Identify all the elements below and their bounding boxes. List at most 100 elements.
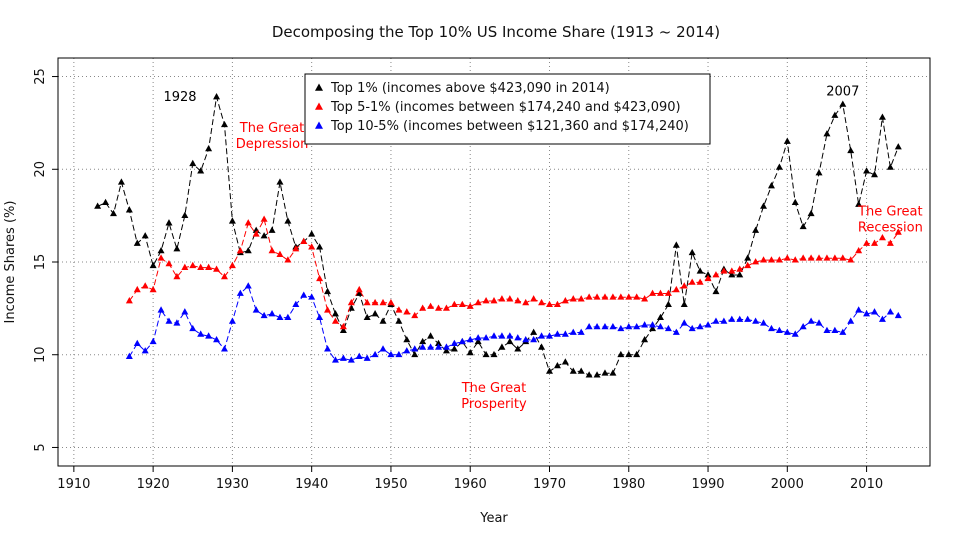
data-point: [815, 319, 823, 326]
data-point: [625, 350, 633, 358]
data-point: [165, 317, 173, 324]
data-point: [696, 323, 704, 330]
data-point: [435, 339, 443, 346]
data-point: [427, 343, 435, 350]
data-point: [688, 324, 696, 332]
data-point: [545, 300, 553, 308]
y-axis: 5 10 15 20 25: [33, 68, 58, 452]
legend-marker: [315, 83, 323, 91]
data-point: [458, 337, 466, 345]
data-point: [656, 323, 664, 330]
data-point: [815, 169, 823, 176]
data-point: [553, 300, 561, 308]
data-point: [886, 239, 894, 246]
data-point: [609, 369, 617, 376]
data-point: [284, 313, 292, 321]
data-point: [744, 261, 752, 269]
data-point: [149, 285, 157, 293]
data-point: [569, 367, 577, 374]
data-point: [831, 326, 839, 334]
data-point: [680, 300, 688, 308]
data-point: [276, 313, 284, 321]
data-point: [228, 217, 236, 224]
data-point: [767, 324, 775, 332]
data-point: [577, 328, 585, 335]
data-point: [141, 347, 149, 354]
data-point: [308, 230, 316, 237]
data-point: [316, 274, 324, 282]
data-point: [601, 293, 609, 300]
data-point: [331, 317, 339, 324]
data-point: [197, 263, 205, 270]
data-point: [553, 330, 561, 337]
data-point: [649, 324, 657, 332]
data-point: [490, 350, 498, 358]
data-point: [427, 302, 435, 309]
series-1: [94, 93, 902, 378]
data-point: [331, 310, 339, 317]
data-point: [593, 371, 601, 378]
data-point: [823, 130, 831, 137]
data-point: [538, 343, 546, 350]
data-point: [450, 300, 458, 308]
data-point: [331, 356, 339, 363]
data-point: [395, 306, 403, 313]
data-point: [871, 308, 879, 315]
data-point: [585, 293, 593, 300]
data-point: [260, 232, 268, 239]
data-point: [878, 113, 886, 120]
data-point: [498, 295, 506, 302]
data-point: [466, 335, 474, 343]
legend-marker: [315, 102, 323, 110]
data-point: [220, 272, 228, 280]
data-point: [371, 298, 379, 306]
data-point: [712, 271, 720, 278]
data-point: [704, 271, 712, 278]
data-point: [165, 259, 173, 267]
data-point: [617, 350, 625, 358]
data-point: [157, 246, 165, 254]
data-point: [395, 350, 403, 358]
data-point: [886, 308, 894, 315]
data-point: [419, 337, 427, 345]
data-point: [379, 298, 387, 306]
data-point: [530, 335, 538, 343]
data-point: [514, 297, 522, 304]
data-point: [680, 319, 688, 326]
data-point: [791, 198, 799, 206]
data-point: [545, 367, 553, 374]
data-point: [752, 317, 760, 324]
data-point: [324, 306, 332, 313]
data-point: [205, 144, 213, 152]
data-point: [506, 332, 514, 339]
data-point: [284, 217, 292, 224]
data-point: [268, 246, 276, 254]
data-point: [403, 308, 411, 315]
data-point: [664, 289, 672, 296]
data-point: [355, 352, 363, 359]
y-tick-label: 5: [33, 443, 48, 451]
data-point: [498, 332, 506, 339]
data-point: [894, 311, 902, 319]
data-point: [173, 272, 181, 280]
data-point: [308, 293, 316, 300]
legend: Top 1% (incomes above $423,090 in 2014) T…: [304, 73, 711, 145]
data-point: [514, 334, 522, 341]
data-point: [308, 243, 316, 250]
data-point: [316, 313, 324, 321]
data-point: [656, 313, 664, 321]
data-point: [760, 256, 768, 263]
data-point: [347, 356, 355, 363]
data-point: [252, 306, 260, 313]
data-point: [125, 297, 133, 304]
legend-entry: Top 10-5% (incomes between $121,360 and …: [330, 119, 689, 134]
series-3: [125, 282, 902, 363]
data-point: [672, 328, 680, 335]
data-point: [696, 267, 704, 274]
data-point: [522, 298, 530, 306]
data-point: [593, 323, 601, 330]
data-point: [807, 209, 815, 217]
data-point: [189, 261, 197, 269]
data-point: [474, 337, 482, 345]
